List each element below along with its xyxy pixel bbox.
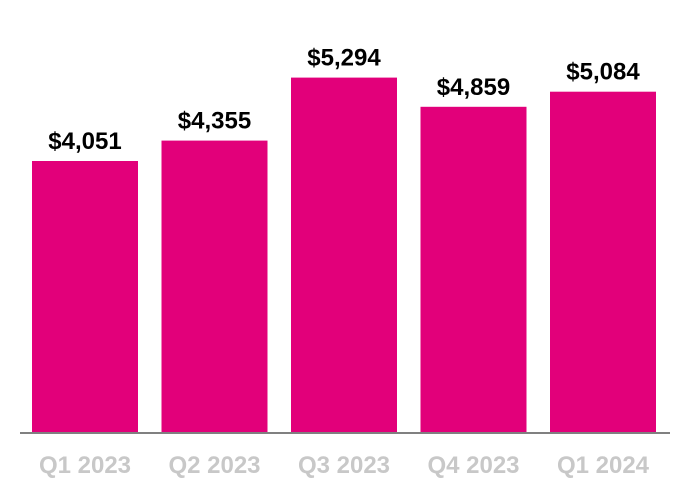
bar-q4-2023 <box>420 106 527 434</box>
x-tick-label: Q2 2023 <box>168 452 260 479</box>
data-label-q1-2024: $5,084 <box>566 59 640 86</box>
data-label-q1-2023: $4,051 <box>48 128 121 155</box>
x-tick-label: Q1 2024 <box>557 452 650 479</box>
bar-q1-2024 <box>550 91 656 433</box>
data-label-q2-2023: $4,355 <box>178 108 251 135</box>
x-tick-label: Q1 2023 <box>39 452 131 479</box>
data-label-q3-2023: $5,294 <box>307 45 381 72</box>
bar-q1-2023 <box>32 161 138 433</box>
data-labels-group: $4,051 $4,355 $5,294 $4,859 $5,084 <box>48 45 640 155</box>
x-tick-labels-group: Q1 2023 Q2 2023 Q3 2023 Q4 2023 Q1 2024 <box>39 452 650 479</box>
data-label-q4-2023: $4,859 <box>437 74 510 101</box>
bar-q2-2023 <box>161 140 268 433</box>
bars-group <box>32 77 656 434</box>
x-tick-label: Q3 2023 <box>298 452 390 479</box>
x-tick-label: Q4 2023 <box>427 452 519 479</box>
bar-q3-2023 <box>291 77 397 433</box>
